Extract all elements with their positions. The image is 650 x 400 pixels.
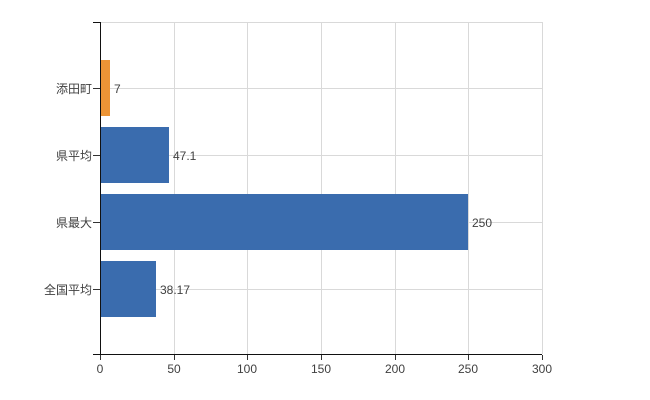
y-axis-top-tick — [93, 22, 100, 23]
x-axis-tick — [174, 355, 175, 360]
x-axis-tick-label: 50 — [167, 362, 181, 376]
x-axis-tick-label: 150 — [310, 362, 332, 376]
bar-3 — [100, 194, 468, 250]
gridline-vertical — [542, 22, 543, 354]
x-axis-tick — [468, 355, 469, 360]
x-axis-tick-label: 200 — [384, 362, 406, 376]
category-tick — [93, 222, 100, 223]
x-axis-tick — [321, 355, 322, 360]
category-label: 県平均 — [55, 149, 92, 163]
gridline-vertical — [247, 22, 248, 354]
bar-1 — [100, 60, 110, 116]
category-tick — [93, 289, 100, 290]
x-axis-line — [93, 354, 542, 355]
x-axis-tick — [247, 355, 248, 360]
gridline-vertical — [395, 22, 396, 354]
bar-2 — [100, 127, 169, 183]
x-axis-tick — [542, 355, 543, 360]
gridline-horizontal — [100, 289, 542, 290]
category-tick — [93, 88, 100, 89]
x-axis-tick-label: 250 — [457, 362, 479, 376]
category-label: 添田町 — [55, 82, 92, 96]
x-axis-tick-label: 100 — [236, 362, 258, 376]
gridline-vertical — [174, 22, 175, 354]
category-tick — [93, 155, 100, 156]
category-label: 県最大 — [55, 216, 92, 230]
gridline-horizontal — [100, 88, 542, 89]
plot-area: 7 47.1 250 38.17 — [100, 22, 543, 354]
gridline-vertical — [321, 22, 322, 354]
value-label: 250 — [472, 216, 493, 230]
x-axis-tick — [100, 355, 101, 360]
y-axis-line — [100, 22, 101, 359]
value-label: 38.17 — [160, 283, 191, 297]
gridline-vertical — [468, 22, 469, 354]
category-label: 全国平均 — [43, 283, 92, 297]
value-label: 47.1 — [173, 149, 197, 163]
value-label: 7 — [114, 82, 121, 96]
gridline-horizontal — [100, 155, 542, 156]
x-axis-tick — [395, 355, 396, 360]
x-axis-tick-label: 300 — [531, 362, 553, 376]
bar-4 — [100, 261, 156, 317]
x-axis-tick-label: 0 — [96, 362, 104, 376]
